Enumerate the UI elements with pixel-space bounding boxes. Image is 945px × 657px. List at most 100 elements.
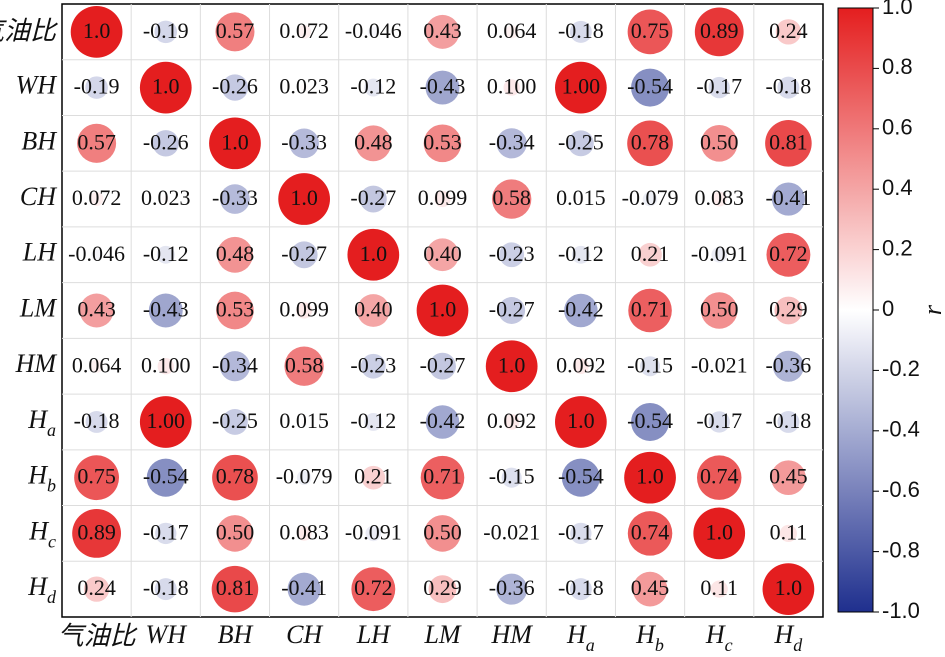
category-label: HM	[490, 620, 533, 649]
correlation-circle	[777, 76, 800, 99]
correlation-circle	[700, 125, 738, 162]
value-label: 0.21	[631, 241, 670, 266]
category-label: Hb	[635, 620, 664, 655]
category-label: BH	[21, 126, 57, 155]
correlation-circle	[425, 14, 460, 49]
correlation-circle	[148, 293, 183, 328]
correlation-circle	[577, 195, 585, 203]
correlation-circle	[631, 68, 670, 107]
correlation-circle	[765, 120, 812, 167]
value-label: 1.0	[360, 241, 388, 266]
value-label: -0.18	[74, 408, 120, 433]
correlation-circle	[772, 350, 804, 382]
value-label: 0.53	[423, 129, 462, 154]
correlation-circle	[631, 402, 670, 441]
correlation-circle	[496, 128, 527, 159]
correlation-circle	[708, 76, 730, 99]
value-label: 0.29	[769, 297, 808, 322]
correlation-circle	[222, 409, 248, 435]
correlation-circle	[355, 125, 392, 162]
colorbar-tick-label: -1.0	[882, 598, 920, 623]
correlation-circle	[296, 525, 312, 541]
colorbar-tick-label: -0.8	[882, 537, 920, 562]
correlation-circle	[426, 238, 459, 272]
correlation-circle	[295, 302, 313, 319]
correlation-circle	[627, 120, 673, 167]
value-label: 0.75	[631, 18, 670, 43]
colorbar-tick-label: -0.2	[882, 356, 920, 381]
value-label: 0.57	[77, 129, 116, 154]
correlation-circle	[89, 192, 104, 206]
correlation-circle	[434, 190, 451, 208]
correlation-circle	[710, 580, 728, 598]
value-label: 1.0	[152, 74, 180, 99]
value-label: 0.015	[556, 185, 606, 210]
correlation-circle	[628, 288, 672, 333]
correlation-circle	[365, 525, 382, 542]
value-label: 0.29	[423, 575, 462, 600]
colorbar-tick-label: -0.6	[882, 477, 920, 502]
correlation-circle	[555, 396, 607, 448]
value-label: -0.26	[212, 74, 258, 99]
correlation-circle	[146, 458, 185, 497]
value-label: -0.17	[143, 519, 189, 544]
value-label: 0.48	[354, 129, 393, 154]
value-label: -0.15	[489, 464, 535, 489]
value-label: 0.78	[216, 464, 255, 489]
correlation-circle	[498, 297, 526, 324]
value-label: -0.34	[489, 129, 535, 154]
correlation-circle	[570, 522, 592, 545]
value-label: -0.54	[627, 74, 673, 99]
correlation-circle	[491, 179, 532, 219]
value-label: 0.092	[487, 408, 537, 433]
correlation-circle	[364, 78, 383, 97]
category-label: LM	[19, 293, 57, 322]
correlation-circle	[505, 25, 519, 39]
value-label: 0.57	[216, 18, 255, 43]
value-label: -0.12	[558, 241, 604, 266]
correlation-circle	[499, 242, 525, 268]
value-label: -0.27	[420, 352, 466, 377]
correlation-circle	[573, 358, 589, 375]
correlation-circle	[284, 346, 324, 386]
category-label: Hb	[27, 461, 56, 496]
value-label: -0.25	[558, 129, 604, 154]
category-label: HM	[15, 349, 58, 378]
correlation-circle	[278, 173, 330, 225]
correlation-circle	[212, 454, 258, 501]
value-label: 0.064	[487, 18, 537, 43]
value-label: -0.25	[212, 408, 258, 433]
value-label: -0.046	[68, 241, 125, 266]
value-label: 0.023	[141, 185, 191, 210]
correlation-circle	[507, 529, 516, 538]
value-label: -0.41	[281, 575, 327, 600]
category-label: CH	[20, 182, 57, 211]
correlation-circle	[423, 124, 462, 163]
correlation-circle	[771, 460, 806, 496]
correlation-circle	[715, 362, 723, 370]
value-label: 1.00	[562, 74, 601, 99]
correlation-circle	[766, 232, 811, 277]
correlation-circle	[693, 507, 746, 560]
value-label: -0.54	[143, 464, 189, 489]
category-label: WH	[16, 71, 58, 100]
value-label: 0.50	[700, 297, 739, 322]
value-label: -0.23	[350, 352, 396, 377]
correlation-circle	[217, 236, 253, 273]
correlation-circle	[155, 522, 177, 545]
correlation-circle	[91, 249, 103, 261]
value-label: 0.72	[769, 241, 808, 266]
correlation-circle	[367, 26, 379, 38]
correlation-circle	[564, 293, 598, 328]
value-label: 0.45	[631, 575, 670, 600]
plot-frame	[61, 3, 824, 618]
correlation-circle	[361, 465, 386, 490]
value-label: 0.75	[77, 464, 116, 489]
correlation-circle	[711, 246, 728, 263]
value-label: -0.27	[281, 241, 327, 266]
value-label: -0.36	[489, 575, 535, 600]
colorbar-label: r	[918, 304, 945, 315]
correlation-circle	[215, 12, 255, 52]
correlation-circle	[503, 79, 520, 96]
correlation-circle	[83, 576, 110, 602]
